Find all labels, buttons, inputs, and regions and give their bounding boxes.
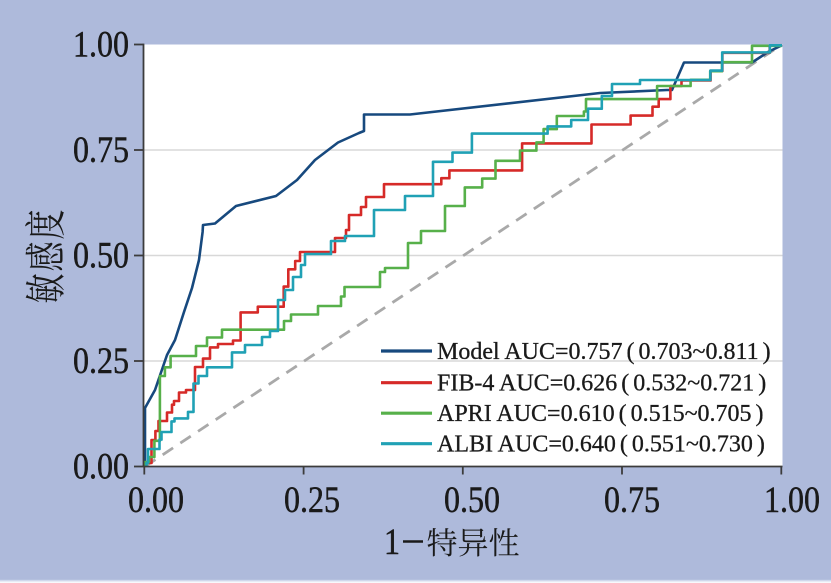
svg-text:0.00: 0.00	[128, 480, 184, 521]
svg-text:0.50: 0.50	[73, 236, 129, 277]
svg-text:1.00: 1.00	[764, 480, 820, 521]
svg-text:0.75: 0.75	[604, 480, 660, 521]
svg-text:0.25: 0.25	[284, 480, 340, 521]
svg-text:1: 1	[384, 522, 400, 563]
svg-text:ALBI AUC=0.640(0.551~0.730): ALBI AUC=0.640(0.551~0.730)	[437, 432, 765, 458]
svg-text:0.50: 0.50	[444, 480, 500, 521]
svg-text:0.25: 0.25	[73, 341, 129, 382]
svg-text:0.00: 0.00	[73, 447, 129, 488]
svg-text:1.00: 1.00	[73, 25, 129, 66]
svg-text:APRI AUC=0.610(0.515~0.705): APRI AUC=0.610(0.515~0.705)	[437, 401, 764, 427]
svg-text:0.75: 0.75	[73, 130, 129, 171]
svg-text:Model AUC=0.757(0.703~0.811): Model AUC=0.757(0.703~0.811)	[437, 339, 771, 365]
svg-text:FIB-4 AUC=0.626(0.532~0.721): FIB-4 AUC=0.626(0.532~0.721)	[437, 371, 766, 397]
